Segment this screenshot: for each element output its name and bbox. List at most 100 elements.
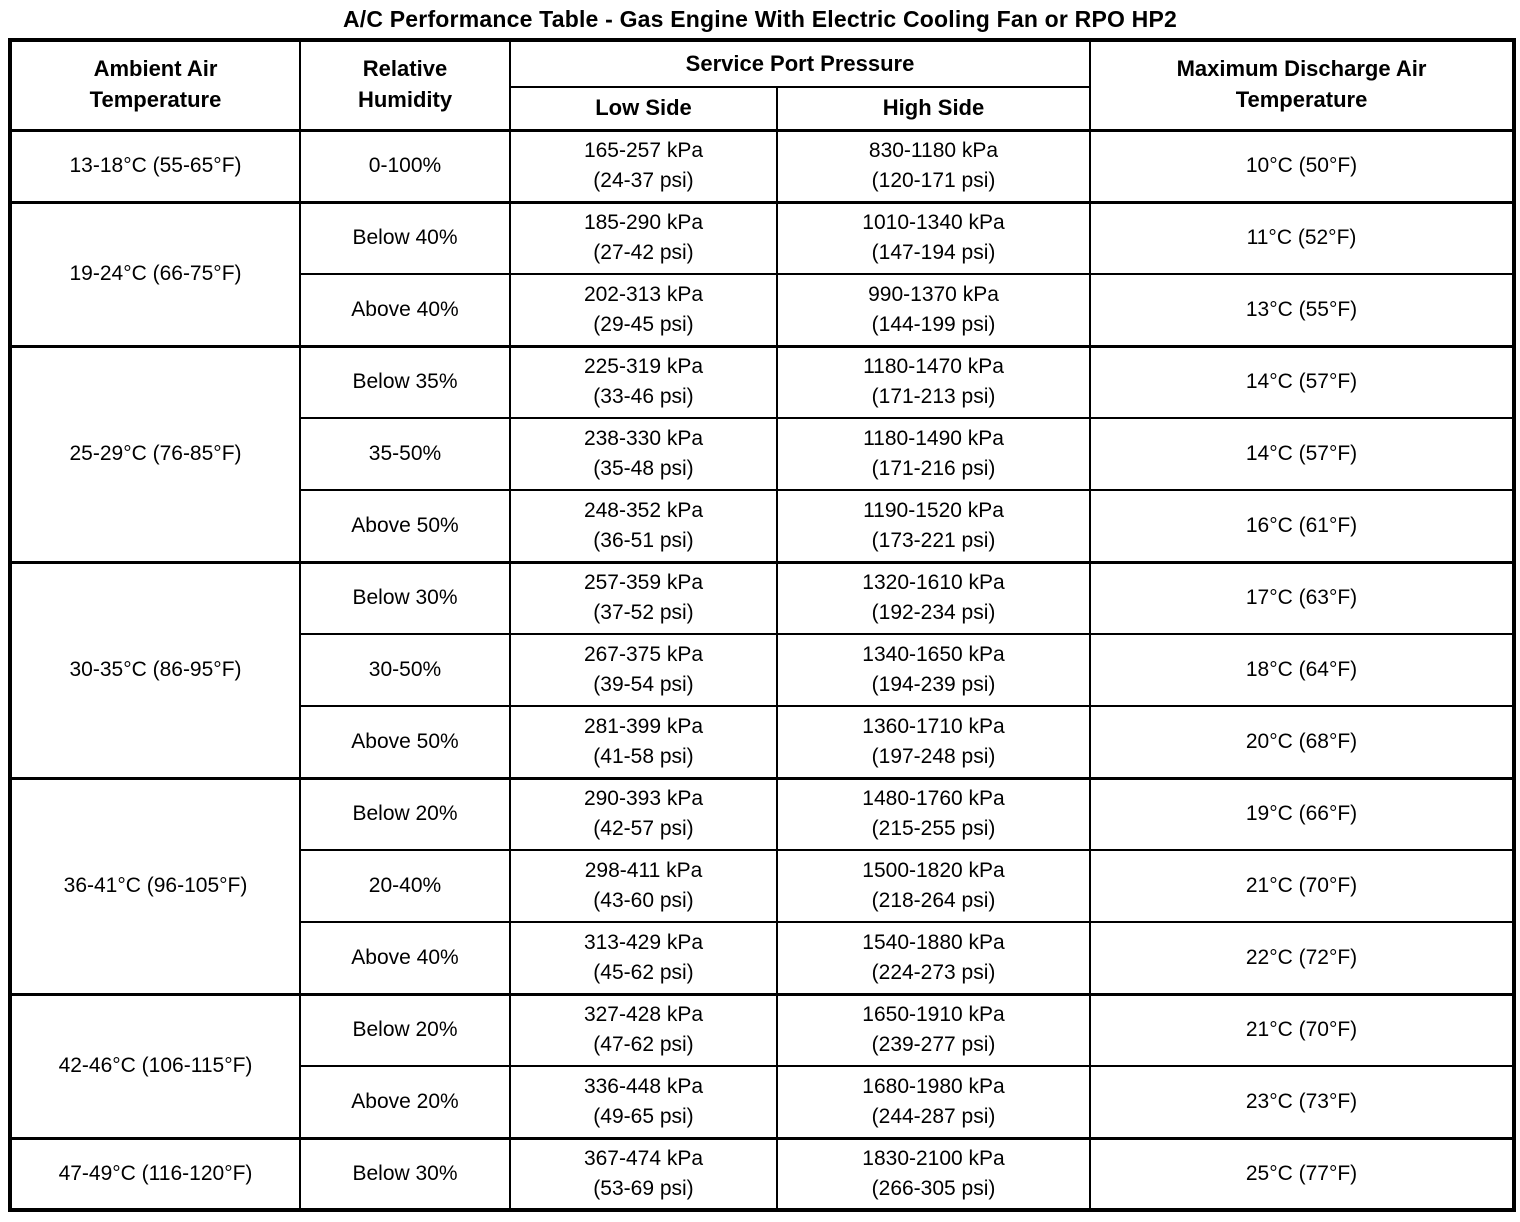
high-side-psi-value: (194-239 psi) xyxy=(871,673,996,696)
high-side-kpa-value: 1180-1470 kPa xyxy=(863,355,1004,379)
cell-relative-humidity: Below 35% xyxy=(299,344,511,418)
header-maximum-discharge-air-temperature: Maximum Discharge Air Temperature xyxy=(1089,40,1516,130)
cell-ambient-air-temperature: 47-49°C (116-120°F) xyxy=(9,1136,301,1210)
high-side-psi-value: (224-273 psi) xyxy=(871,960,996,984)
cell-max-discharge-temperature: 23°C (73°F) xyxy=(1089,1065,1516,1138)
low-side-psi-value: (37-52 psi) xyxy=(593,601,694,625)
high-side-psi-value: (171-213 psi) xyxy=(871,385,996,409)
cell-relative-humidity: Below 40% xyxy=(299,200,511,274)
cell-relative-humidity: Above 50% xyxy=(299,489,511,562)
high-side-kpa-value: 1360-1710 kPa xyxy=(862,714,1005,738)
cell-low-side-pressure: 185-290 kPa (27-42 psi) xyxy=(509,200,778,274)
low-side-psi-value: (29-45 psi) xyxy=(593,312,694,336)
cell-relative-humidity: Above 20% xyxy=(299,1065,511,1138)
high-side-kpa-value: 1320-1610 kPa xyxy=(862,571,1005,595)
high-side-psi-value: (192-234 psi) xyxy=(871,601,996,625)
cell-low-side-pressure: 257-359 kPa (37-52 psi) xyxy=(509,560,778,634)
high-side-kpa-value: 1180-1490 kPa xyxy=(863,427,1004,450)
cell-low-side-pressure: 202-313 kPa (29-45 psi) xyxy=(509,273,778,346)
low-side-psi-value: (36-51 psi) xyxy=(593,528,694,552)
cell-high-side-pressure: 1010-1340 kPa (147-194 psi) xyxy=(775,200,1092,274)
cell-max-discharge-temperature: 11°C (52°F) xyxy=(1089,200,1516,274)
low-side-psi-value: (42-57 psi) xyxy=(593,817,694,841)
table-row: 25-29°C (76-85°F) Below 35% 225-319 kPa (… xyxy=(9,344,1516,562)
cell-relative-humidity: Below 20% xyxy=(299,992,511,1066)
header-relative-humidity: Relative Humidity xyxy=(299,40,511,130)
high-side-kpa-value: 1830-2100 kPa xyxy=(862,1146,1005,1170)
cell-ambient-air-temperature: 25-29°C (76-85°F) xyxy=(9,344,301,562)
low-side-psi-value: (27-42 psi) xyxy=(593,241,694,265)
header-low-side: Low Side xyxy=(509,86,778,130)
table-row: Above 40% 313-429 kPa (45-62 psi) 1540-1… xyxy=(10,921,1516,994)
cell-relative-humidity: Above 50% xyxy=(299,705,511,778)
cell-low-side-pressure: 225-319 kPa (33-46 psi) xyxy=(509,344,778,418)
cell-relative-humidity: Above 40% xyxy=(299,921,511,994)
low-side-psi-value: (49-65 psi) xyxy=(593,1104,694,1128)
table-row: 47-49°C (116-120°F) Below 30% 367-474 kPa… xyxy=(9,1136,1516,1210)
table-body: 13-18°C (55-65°F) 0-100% 165-257 kPa (24-… xyxy=(9,128,1516,1210)
cell-high-side-pressure: 830-1180 kPa (120-171 psi) xyxy=(775,128,1092,202)
cell-max-discharge-temperature: 13°C (55°F) xyxy=(1089,273,1516,346)
low-side-kpa-value: 336-448 kPa xyxy=(583,1074,704,1098)
high-side-psi-value: (215-255 psi) xyxy=(871,817,996,841)
cell-high-side-pressure: 1500-1820 kPa (218-264 psi) xyxy=(775,849,1092,922)
cell-max-discharge-temperature: 10°C (50°F) xyxy=(1089,128,1516,202)
cell-max-discharge-temperature: 14°C (57°F) xyxy=(1089,417,1516,490)
cell-relative-humidity: Below 30% xyxy=(299,560,511,634)
high-side-kpa-value: 1500-1820 kPa xyxy=(862,859,1005,882)
cell-relative-humidity: 0-100% xyxy=(299,128,511,202)
cell-high-side-pressure: 1540-1880 kPa (224-273 psi) xyxy=(775,921,1092,994)
low-side-kpa-value: 267-375 kPa xyxy=(583,643,704,666)
cell-high-side-pressure: 1190-1520 kPa (173-221 psi) xyxy=(775,489,1092,562)
cell-ambient-air-temperature: 42-46°C (106-115°F) xyxy=(9,992,301,1138)
low-side-psi-value: (41-58 psi) xyxy=(593,744,694,768)
cell-low-side-pressure: 248-352 kPa (36-51 psi) xyxy=(509,489,778,562)
low-side-kpa-value: 281-399 kPa xyxy=(583,714,704,738)
cell-max-discharge-temperature: 22°C (72°F) xyxy=(1089,921,1516,994)
cell-relative-humidity: 35-50% xyxy=(299,417,511,490)
high-side-psi-value: (239-277 psi) xyxy=(871,1033,996,1057)
table-row: Above 20% 336-448 kPa (49-65 psi) 1680-1… xyxy=(10,1065,1516,1138)
cell-relative-humidity: Below 30% xyxy=(299,1136,511,1210)
low-side-psi-value: (24-37 psi) xyxy=(593,169,694,192)
table-row: 36-41°C (96-105°F) Below 20% 290-393 kPa … xyxy=(9,776,1516,994)
low-side-kpa-value: 327-428 kPa xyxy=(583,1003,704,1027)
cell-high-side-pressure: 1480-1760 kPa (215-255 psi) xyxy=(775,776,1092,850)
cell-high-side-pressure: 1340-1650 kPa (194-239 psi) xyxy=(775,633,1092,706)
cell-low-side-pressure: 238-330 kPa (35-48 psi) xyxy=(509,417,778,490)
cell-max-discharge-temperature: 16°C (61°F) xyxy=(1089,489,1516,562)
cell-high-side-pressure: 1180-1490 kPa (171-216 psi) xyxy=(775,417,1092,490)
low-side-psi-value: (39-54 psi) xyxy=(593,673,694,696)
cell-max-discharge-temperature: 17°C (63°F) xyxy=(1089,560,1516,634)
cell-low-side-pressure: 327-428 kPa (47-62 psi) xyxy=(509,992,778,1066)
table-row: Above 50% 281-399 kPa (41-58 psi) 1360-1… xyxy=(10,705,1516,778)
table-row: 19-24°C (66-75°F) Below 40% 185-290 kPa (… xyxy=(9,200,1516,346)
low-side-kpa-value: 238-330 kPa xyxy=(583,427,704,450)
cell-max-discharge-temperature: 18°C (64°F) xyxy=(1089,633,1516,706)
cell-relative-humidity: 30-50% xyxy=(299,633,511,706)
cell-relative-humidity: Below 20% xyxy=(299,776,511,850)
high-side-kpa-value: 830-1180 kPa xyxy=(868,139,999,162)
low-side-psi-value: (45-62 psi) xyxy=(593,960,694,984)
cell-relative-humidity: 20-40% xyxy=(299,849,511,922)
cell-max-discharge-temperature: 21°C (70°F) xyxy=(1089,992,1516,1066)
low-side-kpa-value: 367-474 kPa xyxy=(583,1146,704,1170)
high-side-kpa-value: 1340-1650 kPa xyxy=(862,643,1005,666)
high-side-kpa-value: 1680-1980 kPa xyxy=(862,1074,1005,1098)
cell-ambient-air-temperature: 30-35°C (86-95°F) xyxy=(9,560,301,778)
header-service-port-pressure: Service Port Pressure xyxy=(508,40,1092,87)
cell-max-discharge-temperature: 14°C (57°F) xyxy=(1089,344,1516,418)
low-side-kpa-value: 165-257 kPa xyxy=(583,139,704,162)
table-row: 30-50% 267-375 kPa (39-54 psi) 1340-1650… xyxy=(10,633,1516,706)
cell-low-side-pressure: 313-429 kPa (45-62 psi) xyxy=(509,921,778,994)
low-side-kpa-value: 225-319 kPa xyxy=(583,355,704,379)
low-side-psi-value: (43-60 psi) xyxy=(593,889,694,912)
table-row: 35-50% 238-330 kPa (35-48 psi) 1180-1490… xyxy=(10,417,1516,490)
table-row: 20-40% 298-411 kPa (43-60 psi) 1500-1820… xyxy=(10,849,1516,922)
high-side-psi-value: (266-305 psi) xyxy=(871,1176,996,1200)
low-side-psi-value: (35-48 psi) xyxy=(593,457,694,480)
high-side-psi-value: (144-199 psi) xyxy=(871,312,996,336)
high-side-kpa-value: 990-1370 kPa xyxy=(868,282,999,306)
table-header: Ambient Air Temperature Relative Humidit… xyxy=(9,40,1516,130)
table-row: 13-18°C (55-65°F) 0-100% 165-257 kPa (24-… xyxy=(9,128,1516,202)
